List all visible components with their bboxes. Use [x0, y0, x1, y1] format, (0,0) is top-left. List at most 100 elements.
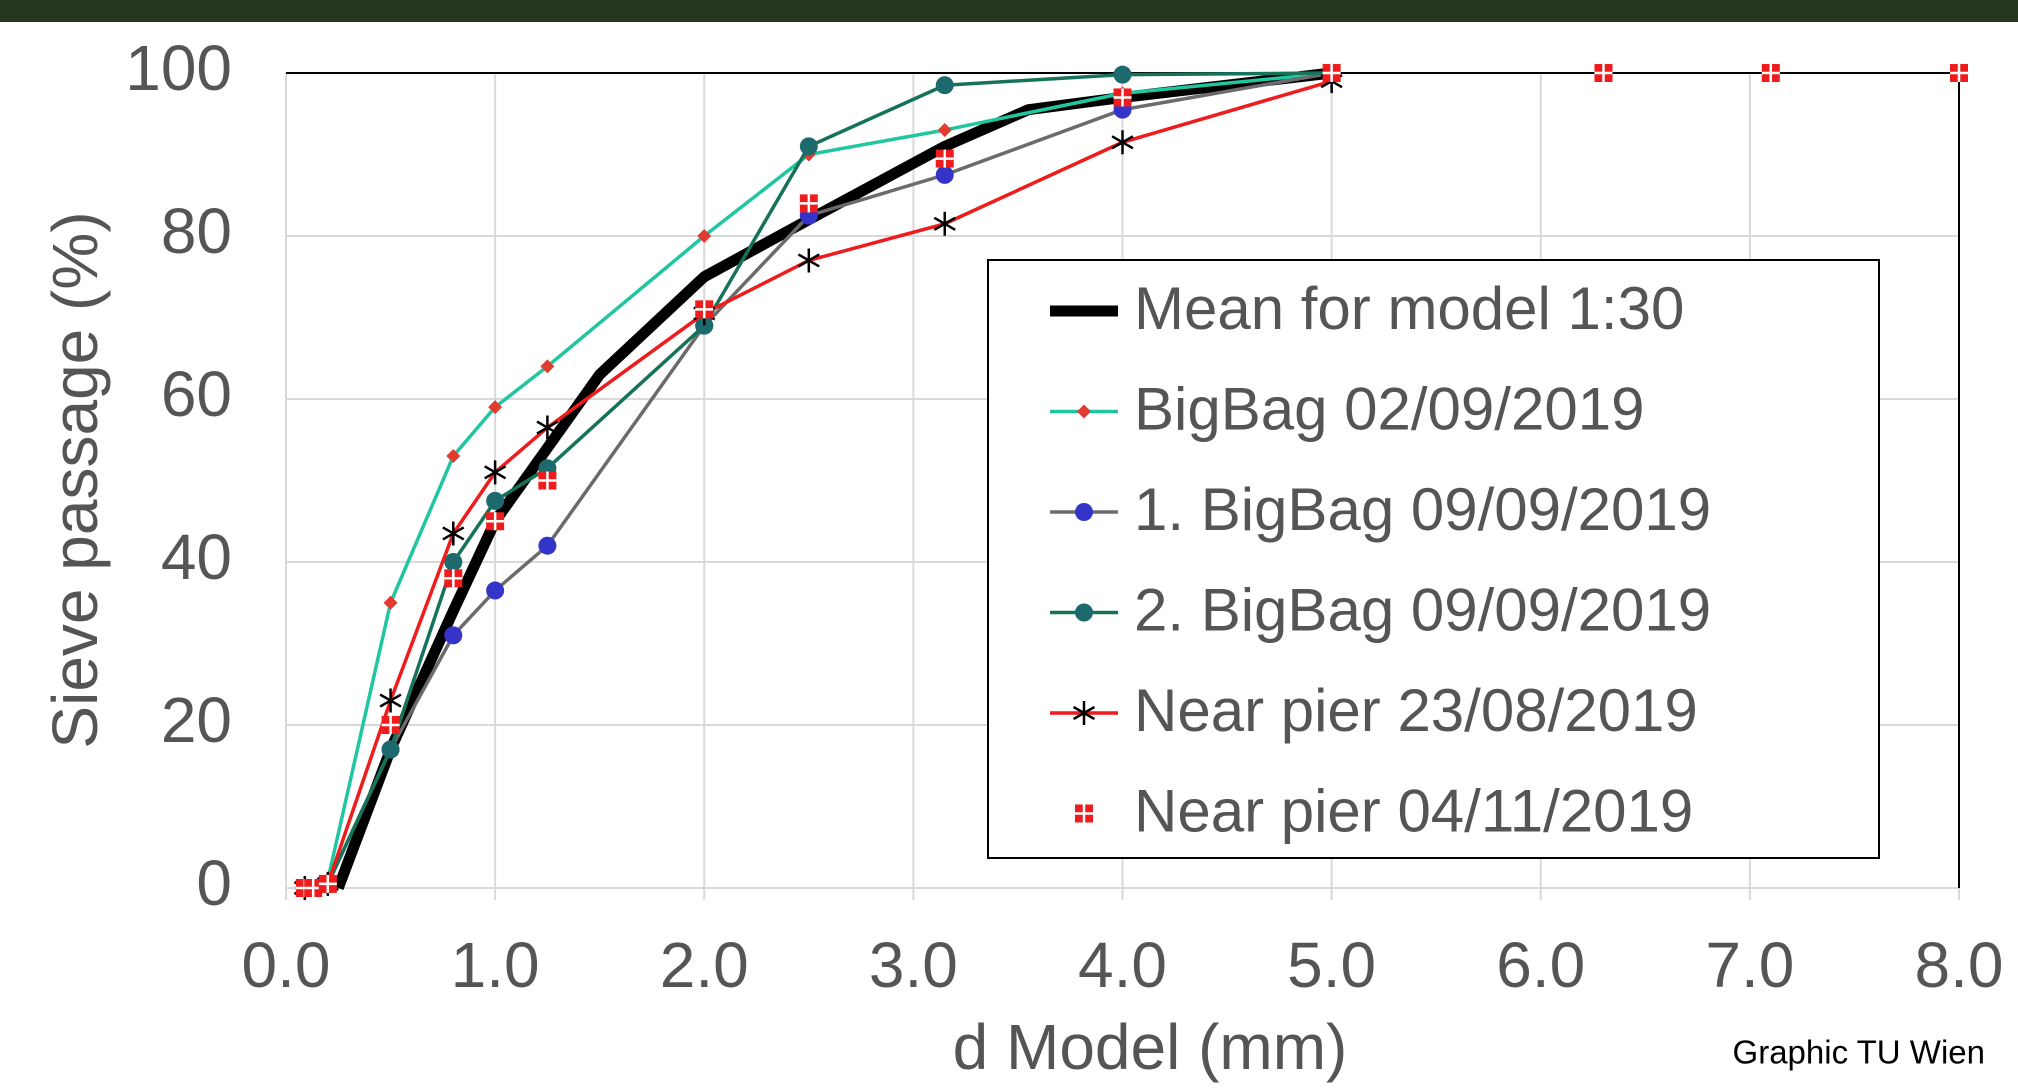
y-tick-label: 0	[196, 847, 232, 919]
data-point	[1113, 65, 1132, 84]
marker-cross	[444, 569, 463, 588]
y-axis-title: Sieve passage (%)	[39, 211, 111, 748]
marker-shape	[797, 248, 820, 273]
marker-shape	[383, 595, 398, 610]
marker-shape	[695, 316, 714, 335]
legend-box	[987, 259, 1880, 859]
marker-shape	[444, 626, 463, 645]
data-point	[1761, 64, 1780, 82]
data-point	[442, 521, 465, 546]
marker-cross	[1113, 88, 1132, 107]
marker-shape	[442, 521, 465, 546]
data-point	[383, 595, 398, 610]
marker-shape	[1113, 65, 1132, 84]
data-point	[1594, 64, 1613, 82]
marker-cross	[381, 716, 400, 734]
data-point	[935, 76, 954, 95]
marker-shape	[379, 688, 402, 713]
marker-shape	[799, 137, 818, 156]
marker-shape	[488, 400, 503, 415]
data-point	[933, 211, 956, 236]
data-point	[937, 123, 952, 138]
data-point	[799, 194, 818, 213]
legend-marker	[1072, 701, 1096, 725]
data-point	[536, 415, 559, 440]
legend-marker	[1075, 603, 1093, 622]
data-point	[1111, 130, 1134, 155]
marker-shape	[1075, 503, 1093, 521]
marker-shape	[486, 581, 505, 600]
x-tick-label: 2.0	[660, 929, 749, 1001]
marker-cross	[1322, 64, 1341, 82]
marker-shape	[933, 211, 956, 236]
data-point	[1113, 88, 1132, 107]
y-tick-label: 60	[161, 358, 232, 430]
credit: Graphic TU Wien	[1733, 1034, 1985, 1071]
data-point	[486, 491, 505, 510]
marker-shape	[935, 165, 954, 184]
marker-cross	[538, 471, 557, 490]
marker-shape	[540, 359, 555, 374]
x-tick-label: 4.0	[1078, 929, 1167, 1001]
marker-shape	[446, 449, 461, 464]
legend-label: Mean for model 1:30	[1134, 275, 1684, 342]
marker-cross	[1761, 64, 1780, 82]
y-tick-label: 100	[125, 32, 232, 104]
marker-cross	[318, 874, 337, 893]
photo-strip	[0, 0, 2018, 22]
data-point	[538, 471, 557, 490]
marker-cross	[1594, 64, 1613, 82]
marker-cross	[1950, 64, 1968, 82]
data-point	[488, 400, 503, 415]
x-tick-label: 6.0	[1496, 929, 1585, 1001]
x-tick-label: 5.0	[1287, 929, 1376, 1001]
x-tick-label: 7.0	[1705, 929, 1794, 1001]
data-point	[484, 460, 507, 485]
marker-shape	[1077, 404, 1091, 419]
marker-shape	[444, 553, 463, 571]
marker-cross	[695, 300, 714, 319]
marker-shape	[1072, 701, 1096, 725]
legend-label: Near pier 23/08/2019	[1134, 677, 1698, 744]
legend-marker	[1077, 404, 1091, 419]
legend-label: 1. BigBag 09/09/2019	[1134, 476, 1711, 543]
legend-label: Near pier 04/11/2019	[1134, 777, 1693, 844]
data-point	[540, 359, 555, 374]
x-tick-label: 1.0	[451, 929, 540, 1001]
marker-shape	[697, 229, 712, 243]
marker-cross	[935, 149, 954, 168]
data-point	[486, 581, 505, 600]
x-tick-label: 8.0	[1915, 929, 2004, 1001]
legend-label: BigBag 02/09/2019	[1134, 375, 1644, 442]
data-point	[318, 874, 337, 893]
data-point	[379, 688, 402, 713]
data-point	[538, 536, 557, 555]
y-tick-label: 80	[161, 195, 232, 267]
marker-shape	[935, 76, 954, 95]
x-tick-label: 0.0	[242, 929, 331, 1001]
marker-shape	[538, 536, 557, 555]
legend-label: 2. BigBag 09/09/2019	[1134, 576, 1711, 643]
data-point	[695, 316, 714, 335]
marker-shape	[1075, 603, 1093, 622]
data-point	[1950, 64, 1968, 82]
data-point	[1322, 64, 1341, 82]
data-point	[799, 137, 818, 156]
data-point	[446, 449, 461, 464]
data-point	[935, 149, 954, 168]
marker-shape	[381, 740, 400, 759]
data-point	[935, 165, 954, 184]
legend-marker	[1075, 503, 1093, 521]
data-point	[444, 553, 463, 571]
marker-cross	[799, 194, 818, 213]
y-tick-label: 20	[161, 684, 232, 756]
legend-marker	[1075, 804, 1093, 823]
data-point	[797, 248, 820, 273]
y-tick-label: 40	[161, 521, 232, 593]
series-line	[333, 67, 1333, 890]
data-point	[697, 229, 712, 243]
x-axis-title: d Model (mm)	[953, 1011, 1348, 1083]
data-point	[444, 626, 463, 645]
